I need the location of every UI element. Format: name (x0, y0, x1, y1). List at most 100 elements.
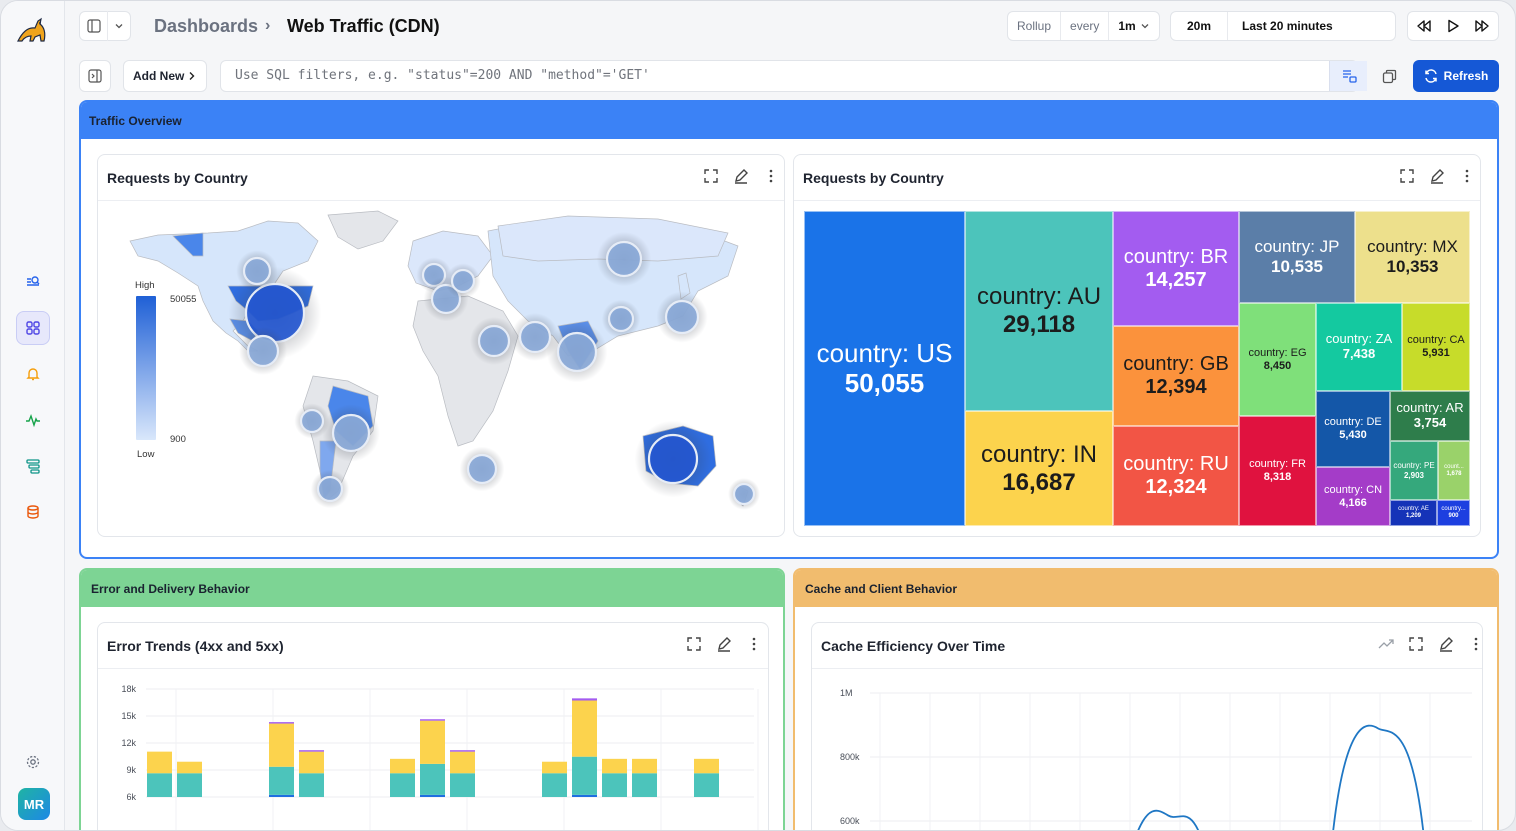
fullscreen-icon[interactable] (1408, 636, 1424, 652)
pipelines-icon[interactable] (16, 449, 50, 483)
bar-segment[interactable] (177, 761, 202, 774)
bar-segment[interactable] (390, 773, 415, 797)
map-bubble[interactable] (518, 320, 552, 354)
bar-segment[interactable] (177, 773, 202, 797)
treemap-cell[interactable]: country: AU 29,118 (965, 211, 1113, 411)
treemap-cell[interactable]: country: AR 3,754 (1390, 391, 1470, 441)
fullscreen-icon[interactable] (686, 636, 702, 652)
rewind-icon[interactable] (1416, 19, 1432, 33)
map-bubble[interactable] (647, 433, 699, 485)
expand-panel-button[interactable] (79, 60, 111, 92)
settings-gear-icon[interactable] (16, 745, 50, 779)
bar-segment[interactable] (632, 758, 657, 774)
add-new-button[interactable]: Add New (123, 60, 207, 92)
line-series[interactable] (1332, 724, 1424, 831)
treemap-cell[interactable]: country: IN 16,687 (965, 411, 1113, 526)
map-bubble[interactable] (331, 413, 371, 453)
treemap-cell[interactable]: country: CA 5,931 (1402, 303, 1470, 391)
user-avatar[interactable]: MR (18, 788, 50, 820)
bar-segment[interactable] (420, 720, 445, 764)
bar-segment[interactable] (572, 700, 597, 757)
bar-segment[interactable] (694, 758, 719, 774)
search-logs-icon[interactable] (16, 265, 50, 299)
treemap-cell[interactable]: country: MX 10,353 (1355, 211, 1470, 303)
treemap-cell[interactable]: country: ZA 7,438 (1316, 303, 1402, 391)
bar-segment[interactable] (450, 751, 475, 774)
query-builder-button[interactable] (1329, 61, 1367, 91)
map-bubble[interactable] (556, 331, 598, 373)
bar-segment[interactable] (602, 758, 627, 774)
edit-pencil-icon[interactable] (716, 636, 732, 652)
bar-segment[interactable] (269, 794, 294, 797)
bar-segment[interactable] (572, 698, 597, 701)
refresh-button[interactable]: Refresh (1413, 60, 1499, 92)
interval-select[interactable]: 1m (1109, 12, 1159, 40)
time-range-picker[interactable]: 20m Last 20 minutes (1170, 11, 1396, 41)
more-vertical-icon[interactable] (1459, 168, 1475, 184)
bar-segment[interactable] (420, 763, 445, 795)
copy-button[interactable] (1377, 61, 1401, 91)
breadcrumb-root[interactable]: Dashboards (154, 16, 259, 36)
bar-segment[interactable] (269, 722, 294, 724)
map-bubble[interactable] (299, 408, 325, 434)
trend-icon[interactable] (1378, 636, 1394, 652)
edit-pencil-icon[interactable] (733, 168, 749, 184)
map-bubble[interactable] (316, 475, 344, 503)
sidebar-toggle-button[interactable] (79, 11, 131, 41)
map-bubble[interactable] (242, 256, 272, 286)
treemap-cell[interactable]: country: JP 10,535 (1239, 211, 1355, 303)
fast-forward-icon[interactable] (1474, 19, 1490, 33)
bar-segment[interactable] (450, 750, 475, 752)
bar-segment[interactable] (299, 751, 324, 774)
map-bubble[interactable] (477, 324, 511, 358)
line-series[interactable] (1134, 809, 1203, 831)
bar-segment[interactable] (572, 794, 597, 797)
bar-segment[interactable] (147, 773, 172, 797)
treemap-cell[interactable]: country: US 50,055 (804, 211, 965, 526)
edit-pencil-icon[interactable] (1438, 636, 1454, 652)
map-bubble[interactable] (607, 305, 635, 333)
bar-segment[interactable] (299, 773, 324, 797)
treemap-cell[interactable]: country: EG 8,450 (1239, 303, 1316, 416)
treemap-cell[interactable]: count... 1,678 (1438, 441, 1470, 500)
edit-pencil-icon[interactable] (1429, 168, 1445, 184)
play-icon[interactable] (1447, 19, 1459, 33)
bar-segment[interactable] (694, 773, 719, 797)
section-title[interactable]: Error and Delivery Behavior (81, 570, 783, 607)
bar-segment[interactable] (390, 758, 415, 774)
bar-segment[interactable] (269, 723, 294, 767)
treemap-cell[interactable]: country: RU 12,324 (1113, 426, 1239, 526)
treemap-cell[interactable]: country: BR 14,257 (1113, 211, 1239, 326)
metrics-pulse-icon[interactable] (16, 403, 50, 437)
treemap-cell[interactable]: country: PE 2,903 (1390, 441, 1438, 500)
fullscreen-icon[interactable] (703, 168, 719, 184)
bar-segment[interactable] (269, 766, 294, 795)
bar-segment[interactable] (542, 761, 567, 774)
bar-segment[interactable] (147, 751, 172, 774)
bar-segment[interactable] (299, 750, 324, 752)
treemap-cell[interactable]: country: DE 5,430 (1316, 391, 1390, 467)
bar-segment[interactable] (572, 756, 597, 795)
map-bubble[interactable] (246, 334, 280, 368)
treemap-cell[interactable]: country: FR 8,318 (1239, 416, 1316, 526)
app-logo-icon[interactable] (15, 15, 49, 45)
dashboards-icon[interactable] (16, 311, 50, 345)
more-vertical-icon[interactable] (763, 168, 779, 184)
more-vertical-icon[interactable] (1468, 636, 1483, 652)
bar-segment[interactable] (420, 794, 445, 797)
treemap-cell[interactable]: country: AE 1,209 (1390, 500, 1437, 526)
fullscreen-icon[interactable] (1399, 168, 1415, 184)
database-icon[interactable] (16, 495, 50, 529)
treemap-cell[interactable]: country... 900 (1437, 500, 1470, 526)
bar-segment[interactable] (602, 773, 627, 797)
map-bubble[interactable] (664, 299, 700, 335)
treemap-cell[interactable]: country: GB 12,394 (1113, 326, 1239, 426)
treemap-cell[interactable]: country: CN 4,166 (1316, 467, 1390, 526)
map-bubble[interactable] (732, 482, 756, 506)
map-bubble[interactable] (466, 453, 498, 485)
bar-segment[interactable] (450, 773, 475, 797)
alerts-bell-icon[interactable] (16, 357, 50, 391)
section-title[interactable]: Traffic Overview (81, 102, 1497, 139)
map-bubble[interactable] (450, 268, 476, 294)
bar-segment[interactable] (542, 773, 567, 797)
